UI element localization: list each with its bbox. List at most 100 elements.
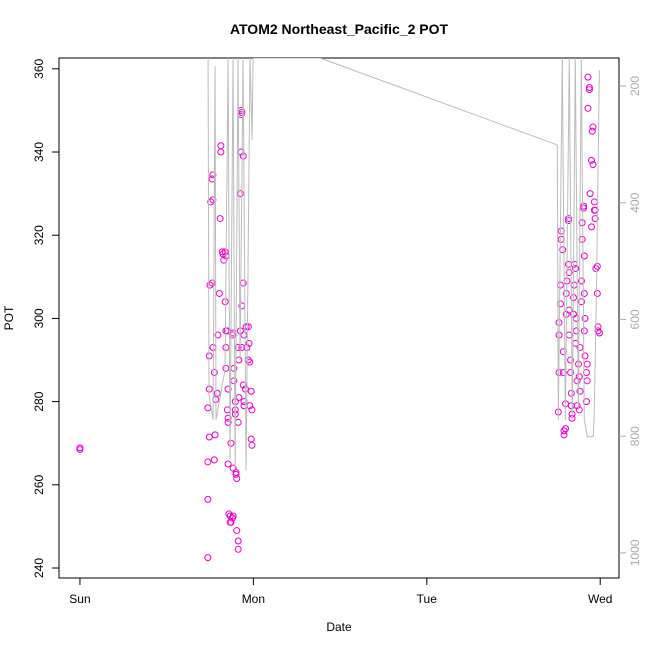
point [573,402,581,410]
y2-tick-label: 1000 [628,539,642,566]
point [221,248,229,256]
point [229,512,237,520]
point [565,269,573,277]
point [590,198,598,206]
point [575,373,583,381]
point [580,327,588,335]
point [216,215,224,223]
point [594,327,602,335]
point [580,289,588,297]
point [235,393,243,401]
point [585,84,593,92]
point [567,356,575,364]
point [589,160,597,168]
point [222,364,230,372]
point [562,425,570,433]
point [210,368,218,376]
point [589,123,597,131]
plot-area [76,58,603,562]
point [213,389,221,397]
point [564,215,572,223]
point [567,389,575,397]
point [211,431,219,439]
x-tick-label: Tue [417,592,438,606]
point [591,215,599,223]
point [245,339,253,347]
point [580,204,588,212]
point [206,281,214,289]
point [247,435,255,443]
point [234,545,242,553]
point [217,148,225,156]
point [247,387,255,395]
point [209,171,217,179]
point [233,527,241,535]
point [204,458,212,466]
point [224,414,232,422]
point [585,86,593,94]
point [239,279,247,287]
point [584,73,592,81]
x-tick-label: Sun [69,592,90,606]
point [227,518,235,526]
point [580,202,588,210]
y-tick-label: 320 [32,225,46,245]
y-tick-label: 300 [32,308,46,328]
point [560,427,568,435]
y-axis-label: POT [2,305,16,330]
point [588,223,596,231]
pressure-line [207,58,600,471]
point [240,331,248,339]
point [559,368,567,376]
plot-frame [58,57,620,579]
point [229,464,237,472]
point [582,398,590,406]
point [564,217,572,225]
point [225,510,233,518]
point [581,352,589,360]
point [210,456,218,464]
point [575,406,583,414]
y2-tick-label: 200 [628,76,642,96]
point [572,264,580,272]
x-axis-label: Date [326,620,352,634]
point [242,323,250,331]
point [588,127,596,135]
point [570,281,578,289]
chart-title: ATOM2 Northeast_Pacific_2 POT [230,21,449,37]
point [204,554,212,562]
y-tick-label: 280 [32,391,46,411]
point [576,387,584,395]
point [584,104,592,112]
point [583,377,591,385]
point [572,314,580,322]
point [559,246,567,254]
point [592,264,600,272]
x-tick-label: Mon [242,592,265,606]
point [595,329,603,337]
point [215,289,223,297]
point [556,281,564,289]
point [559,348,567,356]
point [581,314,589,322]
point [224,418,232,426]
y2-tick-label: 800 [628,426,642,446]
point [567,368,575,376]
point [214,331,222,339]
point [593,262,601,270]
point [580,252,588,260]
point [588,156,596,164]
point [209,344,217,352]
point [239,381,247,389]
point [234,418,242,426]
point [248,441,256,449]
point [224,460,232,468]
point [233,475,241,483]
point [577,277,585,285]
point [591,206,599,214]
x-tick-label: Wed [588,592,612,606]
point [217,142,225,150]
y2-tick-label: 400 [628,192,642,212]
point [224,385,232,393]
